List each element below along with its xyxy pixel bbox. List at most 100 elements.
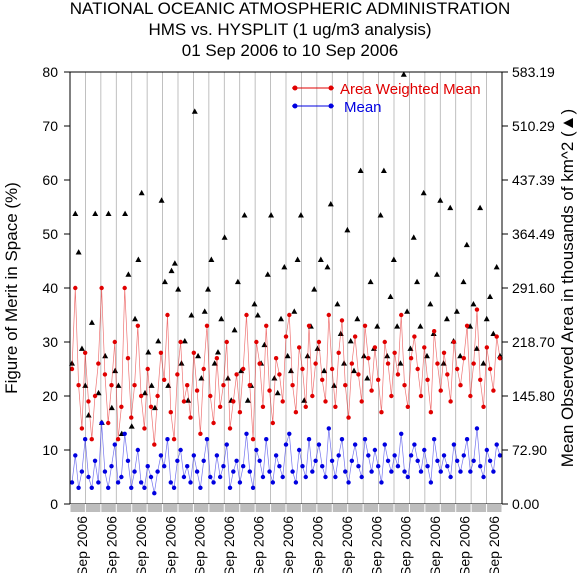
series-point-awm (155, 393, 160, 399)
series-point-awm (484, 345, 490, 350)
series-point-mean (227, 485, 233, 490)
area-triangle-point (181, 338, 188, 344)
series-point-mean (461, 453, 466, 458)
area-triangle-point (291, 308, 298, 314)
series-point-mean (73, 453, 78, 458)
area-triangle-point (287, 367, 294, 374)
series-point-awm (290, 383, 295, 388)
area-triangle-point (95, 389, 102, 396)
series-point-awm (323, 399, 328, 404)
chart-date-range: 01 Sep 2006 to 10 Sep 2006 (182, 41, 398, 60)
area-triangle-point (125, 271, 132, 277)
series-point-awm (418, 393, 424, 399)
y-axis-left: 0 10 20 30 40 50 60 70 80 (42, 64, 70, 512)
series-point-mean (237, 480, 243, 485)
series-point-mean (185, 464, 190, 469)
series-point-mean (389, 469, 394, 474)
series-point-mean (494, 442, 499, 447)
series-point-awm (99, 285, 104, 291)
area-triangle-point (334, 300, 341, 307)
series-point-awm (491, 388, 496, 393)
series-point-awm (211, 420, 216, 426)
area-triangle-point (331, 382, 338, 388)
area-triangle-point (105, 210, 112, 217)
series-point-mean (402, 469, 407, 474)
series-point-mean (375, 464, 381, 469)
series-point-awm (250, 437, 256, 442)
y-left-tick-label: 10 (42, 442, 58, 458)
area-triangle-point (490, 330, 497, 337)
series-point-awm (310, 393, 315, 399)
x-tick-label: Sep 2006 (251, 516, 267, 573)
series-point-awm (122, 285, 127, 291)
series-point-awm (106, 420, 111, 426)
area-triangle-point (145, 349, 152, 355)
x-tick-label: Sep 2006 (133, 516, 149, 573)
area-triangle-point (218, 315, 225, 322)
series-point-awm (405, 404, 411, 409)
series-point-awm (379, 410, 384, 415)
series-point-awm (185, 383, 190, 388)
area-triangle-point (480, 360, 487, 366)
series-point-awm (82, 350, 88, 355)
x-tick-label: Sep 2006 (103, 516, 119, 573)
x-tick-label: Sep 2006 (74, 516, 90, 573)
area-triangle-point (437, 197, 444, 203)
series-point-awm (112, 339, 118, 345)
area-triangle-point (377, 212, 384, 218)
y-right-tick-label: 72.90 (512, 442, 547, 458)
area-triangle-point (171, 260, 178, 266)
series-point-mean (415, 458, 420, 463)
series-point-mean (418, 469, 424, 474)
area-triangle-point (463, 241, 470, 248)
area-triangle-point (483, 315, 490, 322)
series-point-mean (221, 464, 226, 469)
date-strip (69, 504, 503, 512)
series-point-awm (161, 377, 167, 382)
area-triangle-point (327, 200, 334, 207)
series-point-awm (464, 323, 470, 328)
series-mean (69, 420, 503, 496)
series-point-mean (422, 447, 427, 453)
series-point-mean (86, 474, 91, 480)
area-triangle-point (234, 278, 241, 285)
series-point-awm (474, 307, 480, 312)
area-triangle-point (271, 375, 278, 381)
area-triangle-point (88, 319, 95, 325)
series-point-mean (270, 480, 276, 485)
series-point-mean (82, 437, 88, 442)
series-point-mean (451, 442, 457, 447)
series-point-awm (237, 410, 243, 415)
series-point-awm (395, 372, 401, 377)
series-point-mean (290, 469, 295, 474)
series-point-mean (287, 431, 292, 436)
area-triangle-point (487, 293, 494, 299)
series-point-mean (122, 431, 127, 436)
area-triangle-point (473, 345, 480, 351)
series-point-awm (471, 361, 476, 366)
y-left-tick-label: 50 (42, 226, 58, 242)
area-triangle-point (72, 210, 79, 217)
area-triangle-point (128, 423, 135, 429)
series-point-awm (224, 339, 229, 345)
series-point-mean (234, 458, 239, 463)
series-point-mean (260, 474, 266, 480)
series-point-mean (152, 491, 157, 496)
area-triangle-point (414, 278, 421, 285)
area-triangle-point (274, 389, 281, 396)
series-point-mean (142, 485, 147, 490)
area-triangle-point (344, 226, 351, 233)
y-left-tick-label: 20 (42, 388, 58, 404)
series-point-mean (293, 480, 299, 485)
series-point-awm (455, 366, 460, 372)
y-axis-left-label: Figure of Merit in Space (%) (2, 182, 21, 394)
series-point-awm (287, 312, 292, 318)
series-point-mean (145, 464, 150, 469)
series-point-mean (382, 442, 387, 447)
series-point-awm (142, 426, 147, 431)
area-triangle-point (410, 234, 417, 240)
series-point-awm (241, 366, 246, 372)
series-point-mean (96, 480, 101, 485)
series-point-awm (412, 334, 417, 339)
